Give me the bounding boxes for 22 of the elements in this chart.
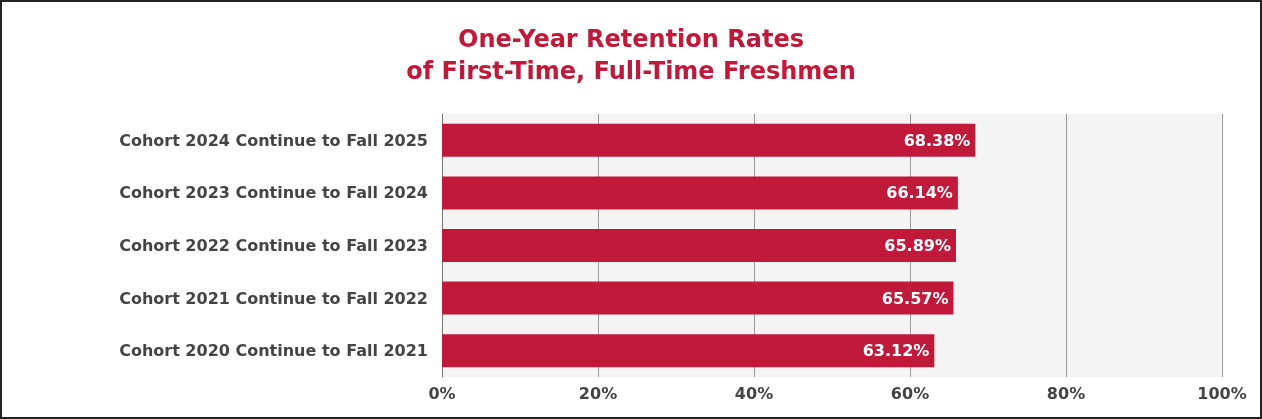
bar bbox=[442, 176, 958, 210]
data-label: 66.14% bbox=[886, 183, 953, 203]
x-tick-label: 80% bbox=[1046, 383, 1086, 403]
chart-title: One-Year Retention Rates of First-Time, Full-Time Freshmen bbox=[406, 25, 856, 85]
bar bbox=[442, 123, 976, 157]
bar bbox=[442, 334, 935, 368]
data-label: 68.38% bbox=[903, 130, 971, 150]
x-tick-label: 100% bbox=[1197, 383, 1247, 403]
data-label: 65.89% bbox=[884, 236, 951, 255]
data-label: 65.57% bbox=[881, 288, 949, 308]
bar bbox=[442, 229, 956, 262]
y-tick-label: Cohort 2021 Continue to Fall 2022 bbox=[119, 288, 428, 308]
x-tick-label: 20% bbox=[578, 383, 618, 403]
bar bbox=[442, 281, 954, 315]
x-tick-label: 0% bbox=[428, 383, 456, 403]
y-tick-label: Cohort 2022 Continue to Fall 2023 bbox=[119, 236, 428, 255]
data-label: 63.12% bbox=[862, 341, 930, 361]
y-tick-label: Cohort 2024 Continue to Fall 2025 bbox=[119, 130, 428, 150]
x-tick-label: 60% bbox=[890, 383, 930, 403]
x-tick-label: 40% bbox=[734, 383, 774, 403]
y-tick-label: Cohort 2023 Continue to Fall 2024 bbox=[119, 183, 428, 203]
y-tick-label: Cohort 2020 Continue to Fall 2021 bbox=[119, 341, 428, 361]
